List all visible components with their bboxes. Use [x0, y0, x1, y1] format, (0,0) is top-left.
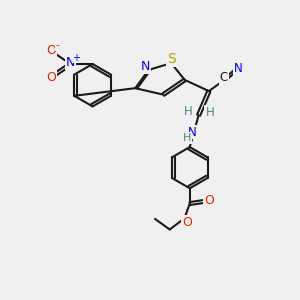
- Text: N: N: [234, 61, 243, 75]
- Text: O: O: [204, 194, 214, 207]
- Text: O: O: [182, 216, 192, 229]
- Text: H: H: [183, 133, 191, 143]
- Text: N: N: [188, 125, 196, 139]
- Text: O: O: [46, 71, 56, 84]
- Text: N: N: [66, 56, 75, 69]
- Text: +: +: [72, 52, 80, 62]
- Text: N: N: [140, 61, 150, 74]
- Text: O: O: [46, 44, 56, 57]
- Text: H: H: [184, 105, 193, 118]
- Text: H: H: [206, 106, 214, 119]
- Text: -: -: [56, 40, 59, 50]
- Text: C: C: [220, 71, 228, 84]
- Text: S: S: [167, 52, 176, 66]
